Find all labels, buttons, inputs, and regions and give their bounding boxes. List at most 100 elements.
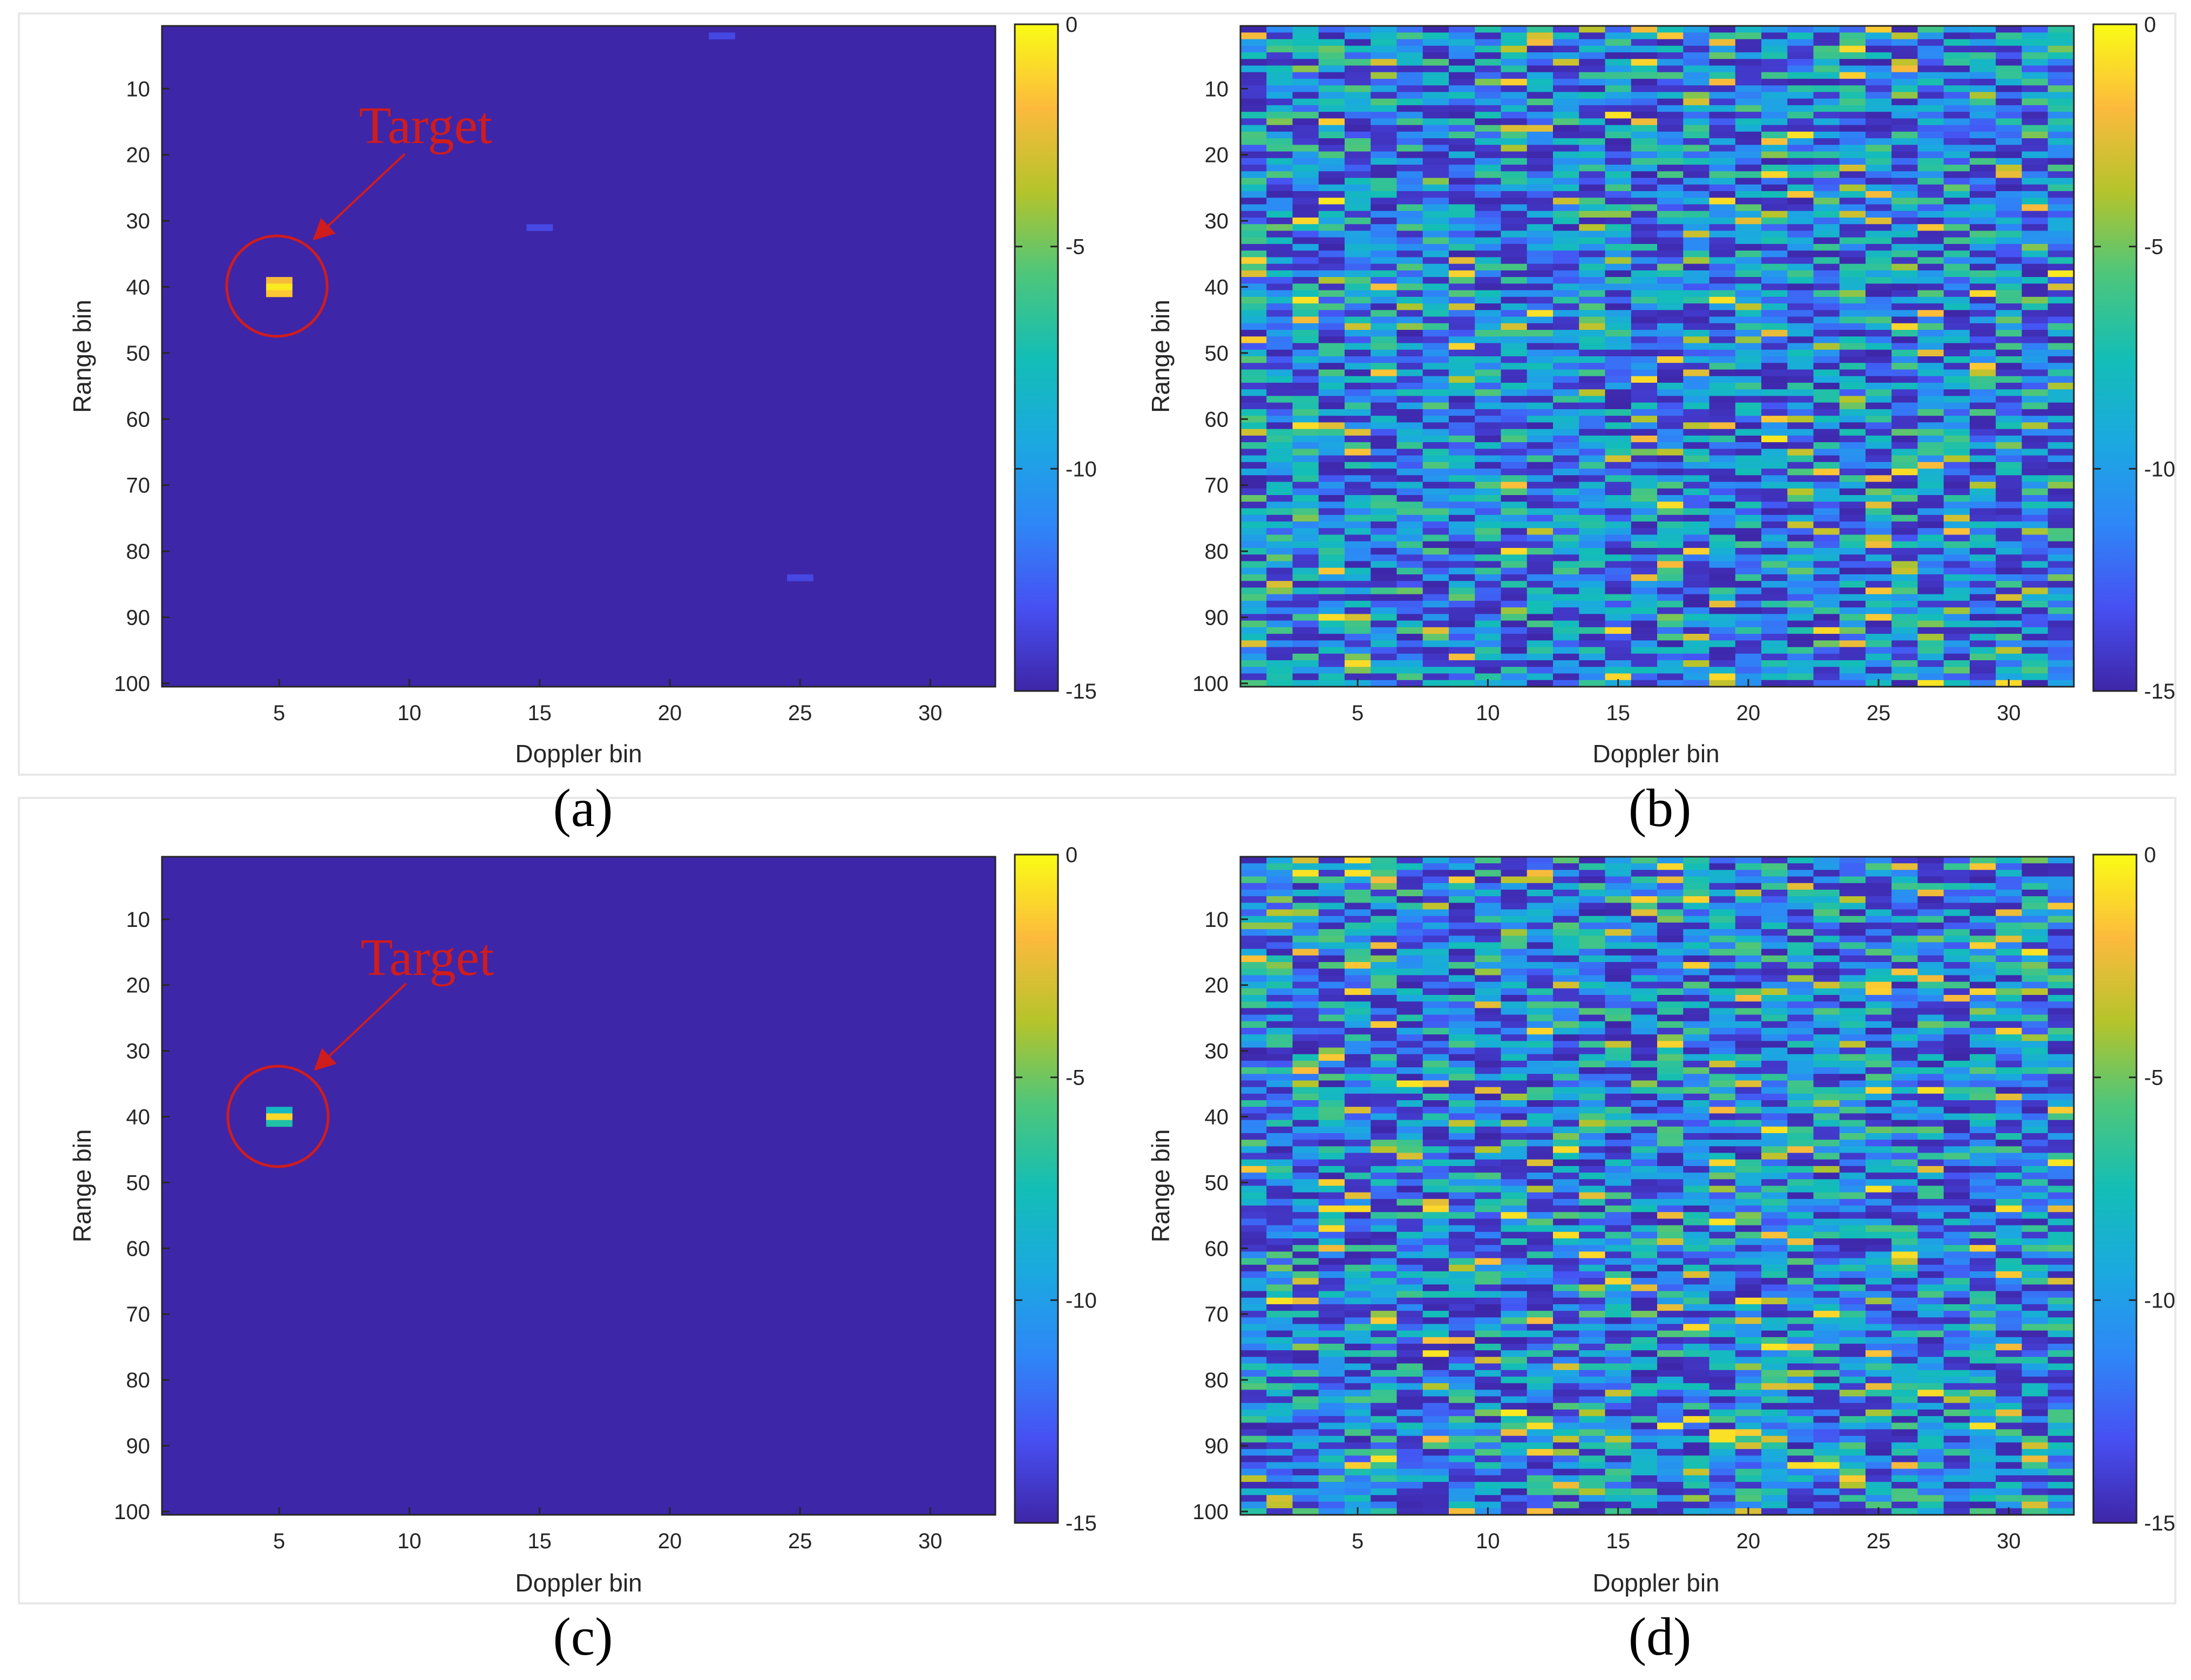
heatmap-cell xyxy=(1422,614,1449,621)
heatmap-cell xyxy=(1735,482,1762,489)
heatmap-cell xyxy=(1761,105,1788,112)
heatmap-cell xyxy=(1657,1100,1684,1107)
heatmap-cell xyxy=(1996,32,2023,40)
heatmap-cell xyxy=(1475,988,1502,995)
heatmap-cell xyxy=(1787,416,1814,423)
heatmap-cell xyxy=(1292,1218,1319,1226)
heatmap-cell xyxy=(1553,574,1579,581)
heatmap-cell xyxy=(1787,336,1814,344)
heatmap-cell xyxy=(1396,1324,1423,1331)
heatmap-cell xyxy=(2022,211,2048,218)
heatmap-cell xyxy=(1527,1429,1554,1437)
heatmap-cell xyxy=(1527,1067,1554,1074)
heatmap-cell xyxy=(1318,981,1345,989)
heatmap-cell xyxy=(1501,356,1528,363)
heatmap-cell xyxy=(1605,607,1632,614)
heatmap-cell xyxy=(1527,1495,1554,1502)
heatmap-cell xyxy=(1605,482,1632,489)
heatmap-cell xyxy=(1579,680,1606,687)
heatmap-cell xyxy=(1318,52,1345,59)
heatmap-cell xyxy=(1579,1271,1606,1278)
heatmap-cell xyxy=(1579,1324,1606,1331)
heatmap-cell xyxy=(1866,547,1892,555)
heatmap-cell xyxy=(1527,72,1554,79)
heatmap-cell xyxy=(1917,594,1944,601)
heatmap-cell xyxy=(2022,673,2048,681)
heatmap-cell xyxy=(1318,369,1345,377)
heatmap-cell xyxy=(1917,151,1944,159)
heatmap-cell xyxy=(1371,78,1398,86)
heatmap-cell xyxy=(1943,151,1970,159)
heatmap-cell xyxy=(1396,607,1423,614)
heatmap-cell xyxy=(1605,870,1632,877)
heatmap-cell xyxy=(1631,39,1658,46)
heatmap-cell xyxy=(1709,138,1736,145)
heatmap-cell xyxy=(1709,488,1736,496)
heatmap-cell xyxy=(1396,52,1423,59)
heatmap-cell xyxy=(1657,1429,1684,1437)
heatmap-cell xyxy=(2022,59,2048,66)
heatmap-cell xyxy=(1657,211,1684,218)
heatmap-cell xyxy=(1527,1027,1554,1035)
heatmap-cell xyxy=(1266,1258,1293,1265)
heatmap-cell xyxy=(1240,65,1267,73)
heatmap-cell xyxy=(1891,263,1918,271)
heatmap-cell xyxy=(1996,502,2023,509)
heatmap-cell xyxy=(1527,349,1554,357)
heatmap-cell xyxy=(1396,1317,1423,1325)
heatmap-cell xyxy=(1396,567,1423,575)
heatmap-cell xyxy=(1839,673,1866,681)
heatmap-cell xyxy=(1709,541,1736,548)
heatmap-cell xyxy=(1371,514,1398,522)
heatmap-cell xyxy=(1240,1264,1267,1272)
heatmap-cell xyxy=(1449,942,1475,950)
heatmap-cell xyxy=(1501,1264,1528,1272)
heatmap-cell xyxy=(1422,955,1449,963)
heatmap-cell xyxy=(1709,640,1736,648)
heatmap-cell xyxy=(1657,1501,1684,1509)
heatmap-cell xyxy=(1240,1060,1267,1068)
heatmap-cell xyxy=(1475,1041,1502,1048)
heatmap-cell xyxy=(1396,988,1423,995)
heatmap-cell xyxy=(1396,1416,1423,1423)
heatmap-cell xyxy=(1266,857,1293,864)
heatmap-cell xyxy=(1761,290,1788,297)
heatmap-cell xyxy=(1475,1488,1502,1496)
heatmap-cell xyxy=(1605,561,1632,568)
heatmap-cell xyxy=(1475,39,1502,46)
heatmap-cell xyxy=(1866,600,1892,608)
heatmap-cell xyxy=(1631,382,1658,390)
heatmap-cell xyxy=(1605,1377,1632,1384)
heatmap-cell xyxy=(1943,237,1970,245)
heatmap-cell xyxy=(1579,988,1606,995)
heatmap-cell xyxy=(1813,449,1840,456)
heatmap-cell xyxy=(1943,184,1970,192)
heatmap-cell xyxy=(1292,1225,1319,1232)
heatmap-cell xyxy=(1396,495,1423,502)
heatmap-cell xyxy=(1683,660,1710,667)
heatmap-cell xyxy=(1371,363,1398,370)
heatmap-cell xyxy=(1657,382,1684,390)
heatmap-cell xyxy=(1292,145,1319,152)
heatmap-cell xyxy=(1501,561,1528,568)
heatmap-cell xyxy=(1605,1041,1632,1048)
heatmap-cell xyxy=(1553,1100,1579,1107)
heatmap-cell xyxy=(1292,1186,1319,1193)
heatmap-cell xyxy=(1787,145,1814,152)
heatmap-cell xyxy=(1866,257,1892,265)
heatmap-cell xyxy=(1422,1271,1449,1278)
heatmap-cell xyxy=(1396,1173,1423,1180)
heatmap-cell xyxy=(1527,1126,1554,1134)
heatmap-cell xyxy=(1345,92,1371,99)
heatmap-cell xyxy=(1631,1271,1658,1278)
heatmap-cell xyxy=(1761,217,1788,225)
heatmap-cell xyxy=(1970,323,1996,330)
heatmap-cell xyxy=(1891,39,1918,46)
heatmap-cell xyxy=(1787,521,1814,529)
heatmap-cell xyxy=(1683,138,1710,145)
heatmap-cell xyxy=(1553,955,1579,963)
heatmap-cell xyxy=(1449,988,1475,995)
heatmap-cell xyxy=(1631,1455,1658,1463)
heatmap-cell xyxy=(1527,1212,1554,1220)
heatmap-cell xyxy=(1917,105,1944,112)
